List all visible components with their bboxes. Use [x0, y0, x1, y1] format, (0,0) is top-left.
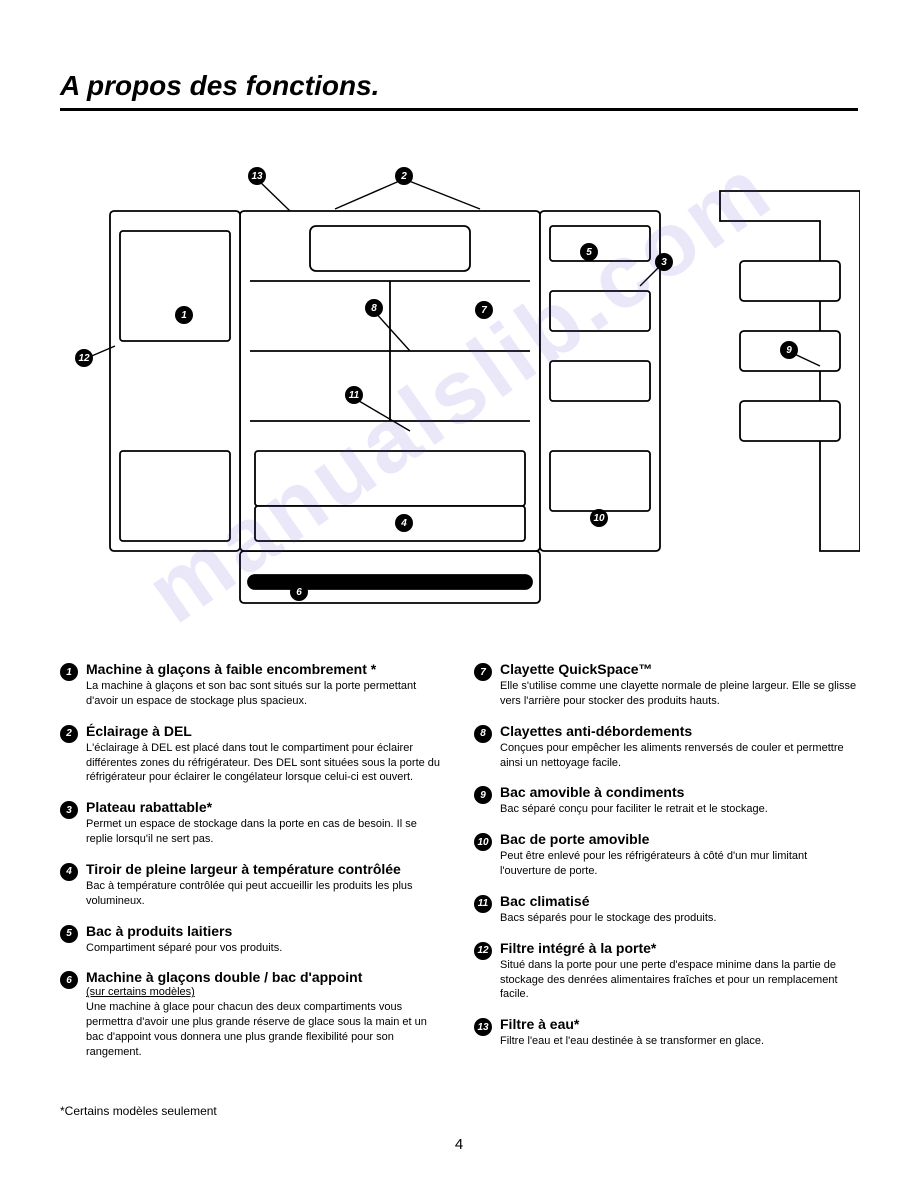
feature-body-7: Clayette QuickSpace™ Elle s'utilise comme… [500, 661, 858, 709]
feature-desc-2: L'éclairage à DEL est placé dans tout le… [86, 741, 444, 786]
feature-title-5: Bac à produits laitiers [86, 923, 444, 939]
feature-body-9: Bac amovible à condiments Bac séparé conç… [500, 784, 858, 817]
footnote: *Certains modèles seulement [60, 1104, 858, 1118]
feature-title-12: Filtre intégré à la porte* [500, 940, 858, 956]
feature-column-left: 1 Machine à glaçons à faible encombrement… [60, 661, 444, 1074]
feature-body-2: Éclairage à DEL L'éclairage à DEL est pla… [86, 723, 444, 786]
feature-column-right: 7 Clayette QuickSpace™ Elle s'utilise comm… [474, 661, 858, 1074]
feature-item-12: 12 Filtre intégré à la porte* Situé dans l… [474, 940, 858, 1003]
feature-desc-1: La machine à glaçons et son bac sont sit… [86, 679, 444, 709]
feature-title-8: Clayettes anti-débordements [500, 723, 858, 739]
fridge-svg [60, 151, 860, 631]
callout-badge-11: 11 [345, 386, 363, 404]
feature-desc-7: Elle s'utilise comme une clayette normal… [500, 679, 858, 709]
feature-num-7: 7 [474, 663, 492, 681]
feature-sub-6: (sur certains modèles) [86, 986, 444, 998]
callout-badge-13: 13 [248, 167, 266, 185]
feature-num-8: 8 [474, 725, 492, 743]
feature-num-5: 5 [60, 925, 78, 943]
feature-body-8: Clayettes anti-débordements Conçues pour … [500, 723, 858, 771]
feature-title-6: Machine à glaçons double / bac d'appoint [86, 969, 444, 985]
feature-desc-9: Bac séparé conçu pour faciliter le retra… [500, 802, 858, 817]
feature-num-10: 10 [474, 833, 492, 851]
feature-desc-13: Filtre l'eau et l'eau destinée à se tran… [500, 1034, 858, 1049]
feature-title-11: Bac climatisé [500, 893, 858, 909]
feature-body-10: Bac de porte amovible Peut être enlevé po… [500, 831, 858, 879]
feature-item-7: 7 Clayette QuickSpace™ Elle s'utilise comm… [474, 661, 858, 709]
callout-badge-2: 2 [395, 167, 413, 185]
feature-title-9: Bac amovible à condiments [500, 784, 858, 800]
callout-badge-12: 12 [75, 349, 93, 367]
callout-badge-1: 1 [175, 306, 193, 324]
feature-title-1: Machine à glaçons à faible encombrement … [86, 661, 444, 677]
feature-num-12: 12 [474, 942, 492, 960]
feature-item-8: 8 Clayettes anti-débordements Conçues pour… [474, 723, 858, 771]
feature-num-4: 4 [60, 863, 78, 881]
callout-badge-4: 4 [395, 514, 413, 532]
feature-title-7: Clayette QuickSpace™ [500, 661, 858, 677]
feature-item-10: 10 Bac de porte amovible Peut être enlevé … [474, 831, 858, 879]
callout-badge-10: 10 [590, 509, 608, 527]
page-number: 4 [60, 1136, 858, 1153]
feature-title-4: Tiroir de pleine largeur à température c… [86, 861, 444, 877]
feature-desc-11: Bacs séparés pour le stockage des produi… [500, 911, 858, 926]
feature-body-4: Tiroir de pleine largeur à température c… [86, 861, 444, 909]
feature-num-13: 13 [474, 1018, 492, 1036]
feature-body-11: Bac climatisé Bacs séparés pour le stocka… [500, 893, 858, 926]
feature-item-9: 9 Bac amovible à condiments Bac séparé con… [474, 784, 858, 817]
feature-num-9: 9 [474, 786, 492, 804]
feature-body-12: Filtre intégré à la porte* Situé dans la … [500, 940, 858, 1003]
fridge-diagram: manualslib.com 12345678910111213 [60, 151, 860, 631]
feature-num-1: 1 [60, 663, 78, 681]
feature-item-11: 11 Bac climatisé Bacs séparés pour le stoc… [474, 893, 858, 926]
callout-badge-7: 7 [475, 301, 493, 319]
feature-title-3: Plateau rabattable* [86, 799, 444, 815]
callout-badge-5: 5 [580, 243, 598, 261]
callout-badge-3: 3 [655, 253, 673, 271]
feature-body-3: Plateau rabattable* Permet un espace de s… [86, 799, 444, 847]
feature-item-13: 13 Filtre à eau* Filtre l'eau et l'eau des… [474, 1016, 858, 1049]
feature-item-1: 1 Machine à glaçons à faible encombrement… [60, 661, 444, 709]
feature-item-2: 2 Éclairage à DEL L'éclairage à DEL est pl… [60, 723, 444, 786]
callout-badge-9: 9 [780, 341, 798, 359]
feature-desc-4: Bac à température contrôlée qui peut acc… [86, 879, 444, 909]
callout-badge-8: 8 [365, 299, 383, 317]
callout-badge-6: 6 [290, 583, 308, 601]
feature-item-4: 4 Tiroir de pleine largeur à température … [60, 861, 444, 909]
page-title: A propos des fonctions. [60, 70, 858, 111]
feature-num-11: 11 [474, 895, 492, 913]
feature-columns: 1 Machine à glaçons à faible encombrement… [60, 661, 858, 1074]
feature-num-3: 3 [60, 801, 78, 819]
feature-title-13: Filtre à eau* [500, 1016, 858, 1032]
feature-title-2: Éclairage à DEL [86, 723, 444, 739]
feature-body-1: Machine à glaçons à faible encombrement … [86, 661, 444, 709]
feature-desc-5: Compartiment séparé pour vos produits. [86, 941, 444, 956]
feature-item-5: 5 Bac à produits laitiers Compartiment sép… [60, 923, 444, 956]
feature-body-5: Bac à produits laitiers Compartiment sépa… [86, 923, 444, 956]
feature-title-10: Bac de porte amovible [500, 831, 858, 847]
feature-body-13: Filtre à eau* Filtre l'eau et l'eau desti… [500, 1016, 858, 1049]
feature-body-6: Machine à glaçons double / bac d'appoint… [86, 969, 444, 1059]
feature-item-6: 6 Machine à glaçons double / bac d'appoin… [60, 969, 444, 1059]
feature-desc-3: Permet un espace de stockage dans la por… [86, 817, 444, 847]
feature-num-2: 2 [60, 725, 78, 743]
feature-desc-6: Une machine à glace pour chacun des deux… [86, 1000, 444, 1059]
feature-desc-8: Conçues pour empêcher les aliments renve… [500, 741, 858, 771]
feature-desc-10: Peut être enlevé pour les réfrigérateurs… [500, 849, 858, 879]
feature-num-6: 6 [60, 971, 78, 989]
feature-desc-12: Situé dans la porte pour une perte d'esp… [500, 958, 858, 1003]
feature-item-3: 3 Plateau rabattable* Permet un espace de … [60, 799, 444, 847]
